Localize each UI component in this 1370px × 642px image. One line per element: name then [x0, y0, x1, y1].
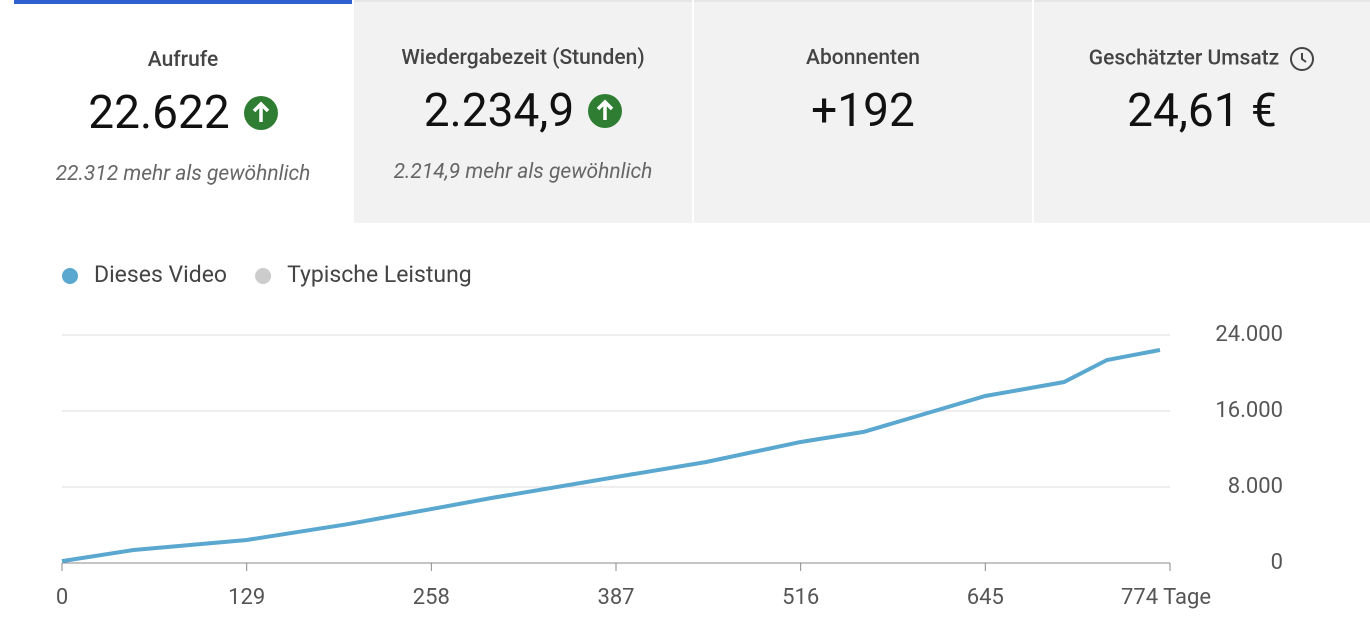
trend-up-icon — [243, 96, 278, 130]
card-value-row: 2.234,9 — [354, 84, 692, 138]
card-title-text: Aufrufe — [147, 48, 219, 72]
x-tick-label: 645 — [967, 585, 1004, 610]
trend-up-icon — [588, 94, 623, 128]
card-value-row: +192 — [694, 84, 1032, 138]
x-tick-label: 129 — [228, 585, 265, 610]
card-value-row: 22.622 — [14, 86, 352, 140]
legend-label: Dieses Video — [94, 261, 227, 288]
x-tick-label: 0 — [56, 585, 68, 610]
y-tick-label: 0 — [1271, 550, 1283, 575]
chart: 0 8.000 16.000 24.000 0 129 258 387 516 645 774 Ta… — [56, 261, 1283, 610]
card-title: Wiedergabezeit (Stunden) — [354, 46, 692, 70]
card-value: +192 — [811, 84, 915, 138]
y-tick-label: 8.000 — [1228, 474, 1283, 499]
card-value: 2.234,9 — [423, 84, 575, 138]
legend-label: Typische Leistung — [287, 261, 472, 288]
x-tick-label: 516 — [782, 585, 819, 610]
metric-card[interactable]: Abonnenten +192 — [694, 0, 1032, 223]
x-tick-label: 387 — [597, 585, 634, 610]
legend-marker — [62, 268, 78, 284]
card-title: Abonnenten — [694, 46, 1032, 70]
metric-card[interactable]: Aufrufe 22.622 22.312 mehr als gewöhnlich — [14, 0, 352, 223]
card-title: Aufrufe — [14, 48, 352, 72]
card-note: 22.312 mehr als gewöhnlich — [55, 162, 311, 186]
card-title-text: Wiedergabezeit (Stunden) — [401, 46, 645, 70]
legend-marker — [255, 268, 272, 284]
card-title-text: Geschätzter Umsatz — [1088, 46, 1280, 71]
info-icon[interactable] — [1289, 46, 1315, 72]
metric-card[interactable]: Geschätzter Umsatz 24,61 € — [1034, 0, 1370, 223]
x-tick-label: 774 Tage — [1121, 585, 1211, 610]
card-note: 2.214,9 mehr als gewöhnlich — [393, 160, 653, 184]
card-title: Geschätzter Umsatz — [1034, 46, 1370, 72]
data-line — [61, 348, 1161, 564]
card-value: 24,61 € — [1127, 84, 1277, 138]
card-title-text: Abonnenten — [806, 46, 920, 70]
metric-card[interactable]: Wiedergabezeit (Stunden) 2.234,9 2.214,9 m… — [354, 0, 692, 223]
y-tick-label: 24.000 — [1215, 322, 1283, 347]
card-value: 22.622 — [88, 86, 230, 140]
y-tick-label: 16.000 — [1215, 398, 1283, 423]
x-tick-label: 258 — [413, 585, 450, 610]
card-value-row: 24,61 € — [1034, 84, 1370, 138]
